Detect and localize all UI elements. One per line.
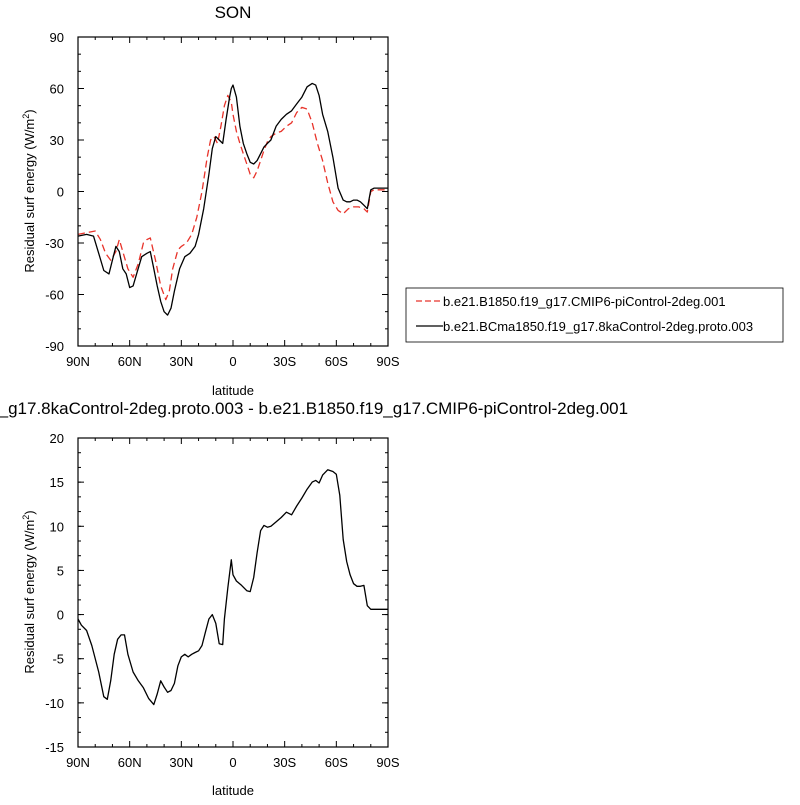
series-line-dashed-red [77, 94, 388, 301]
y-tick-label: 60 [50, 82, 64, 97]
bottom-chart-plot-frame [77, 437, 389, 748]
top-chart-xlabel: latitude [212, 383, 254, 398]
top-chart-ylabel-main: Residual surf energy (W/m [22, 119, 37, 273]
bottom-chart: b.e21.BCma1850.f19_g17.8kaControl-2deg.p… [0, 399, 628, 798]
x-tick-label: 60S [325, 354, 348, 369]
bottom-chart-ylabel-main: Residual surf energy (W/m [22, 520, 37, 674]
x-tick-label: 30N [169, 755, 193, 770]
bottom-chart-x-tick-labels: 90N 60N 30N 0 30S 60S 90S [66, 755, 400, 770]
top-chart-plot-frame [77, 36, 389, 347]
x-tick-label: 0 [229, 354, 236, 369]
y-tick-label: 0 [57, 185, 64, 200]
y-tick-label: -5 [52, 652, 64, 667]
legend-box [405, 287, 784, 343]
bottom-chart-ylabel: Residual surf energy (W/m2) [21, 510, 37, 673]
bottom-chart-title: b.e21.BCma1850.f19_g17.8kaControl-2deg.p… [0, 399, 628, 418]
y-tick-label: 5 [57, 563, 64, 578]
legend-label-2: b.e21.BCma1850.f19_g17.8kaControl-2deg.p… [443, 319, 753, 334]
bottom-chart-ylabel-sup: 2 [21, 515, 31, 520]
y-tick-label: 10 [50, 519, 64, 534]
top-chart-ylabel-end: ) [22, 109, 37, 113]
y-tick-label: 30 [50, 133, 64, 148]
bottom-chart-xlabel: latitude [212, 783, 254, 798]
x-tick-label: 90S [376, 354, 399, 369]
x-tick-label: 30S [273, 354, 296, 369]
x-tick-label: 0 [229, 755, 236, 770]
series-line-solid-black [77, 82, 388, 316]
x-tick-label: 90N [66, 354, 90, 369]
y-tick-label: 15 [50, 475, 64, 490]
y-tick-label: 0 [57, 608, 64, 623]
bottom-chart-y-tick-labels: 20 15 10 5 0 -5 -10 -15 [45, 431, 64, 755]
y-tick-label: 90 [50, 30, 64, 45]
top-chart-series [77, 82, 388, 316]
x-tick-label: 60N [118, 354, 142, 369]
top-chart-title: SON [215, 3, 252, 22]
x-tick-label: 60N [118, 755, 142, 770]
x-tick-label: 30S [273, 755, 296, 770]
top-chart-y-tick-labels: 90 60 30 0 -30 -60 -90 [45, 30, 64, 354]
x-tick-label: 60S [325, 755, 348, 770]
y-tick-label: -10 [45, 696, 64, 711]
bottom-chart-series [77, 469, 388, 706]
top-chart-x-tick-labels: 90N 60N 30N 0 30S 60S 90S [66, 354, 400, 369]
top-chart-ticks [77, 36, 389, 347]
y-tick-label: -60 [45, 288, 64, 303]
y-tick-label: 20 [50, 431, 64, 446]
bottom-chart-ylabel-end: ) [22, 510, 37, 514]
top-chart-ylabel: Residual surf energy (W/m2) [21, 109, 37, 272]
legend: b.e21.B1850.f19_g17.CMIP6-piControl-2deg… [405, 287, 784, 343]
legend-label-1: b.e21.B1850.f19_g17.CMIP6-piControl-2deg… [443, 294, 726, 309]
x-tick-label: 90S [376, 755, 399, 770]
top-chart-ylabel-sup: 2 [21, 114, 31, 119]
x-tick-label: 90N [66, 755, 90, 770]
top-chart: SON 90N 60N 30N 0 30S 60S 90S 90 60 30 0 -30 -60 -90… [21, 3, 784, 398]
bottom-chart-ticks [77, 437, 389, 748]
series-line-solid-black [77, 469, 388, 706]
y-tick-label: -90 [45, 339, 64, 354]
x-tick-label: 30N [169, 354, 193, 369]
y-tick-label: -15 [45, 740, 64, 755]
y-tick-label: -30 [45, 236, 64, 251]
